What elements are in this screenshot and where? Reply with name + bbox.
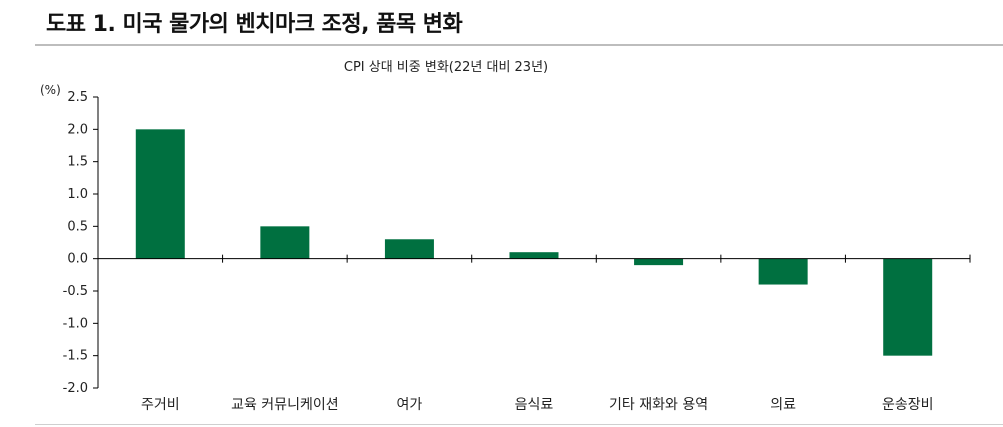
y-tick-label: -1.0: [63, 316, 88, 331]
bottom-rule: [35, 424, 1003, 425]
x-category-labels: 주거비 교육 커뮤니케이션 여가 음식료 기타 재화와 용역 의료 운송장비: [141, 397, 934, 413]
bar: [634, 258, 684, 266]
y-tick-label: -2.0: [63, 381, 88, 396]
chart-title: CPI 상대 비중 변화(22년 대비 23년): [344, 60, 548, 75]
bar: [883, 258, 933, 356]
y-tick-label: 1.0: [67, 187, 88, 202]
x-category-label: 여가: [397, 397, 423, 413]
document-title: 도표 1. 미국 물가의 벤치마크 조정, 품목 변화: [46, 12, 463, 37]
top-rule: [35, 44, 1003, 46]
y-tick-label: 1.5: [67, 155, 88, 170]
y-tick-label: -0.5: [63, 284, 88, 299]
y-tick-label: 2.0: [67, 122, 88, 137]
bar: [509, 252, 559, 259]
bar: [384, 239, 434, 259]
x-category-label: 음식료: [515, 397, 554, 413]
x-category-label: 교육 커뮤니케이션: [231, 397, 339, 413]
y-tick-label: 2.5: [67, 90, 88, 105]
y-axis-unit-label: (%): [40, 83, 61, 97]
axes-group: [93, 96, 971, 389]
y-tick-label: 0.5: [67, 219, 88, 234]
bar: [135, 129, 185, 259]
x-category-label: 운송장비: [882, 397, 934, 413]
bar: [758, 258, 808, 285]
y-tick-label: -1.5: [63, 349, 88, 364]
y-tick-labels: 2.5 2.0 1.5 1.0 0.5 0.0 -0.5 -1.0 -1.5 -2.0: [63, 90, 88, 396]
x-category-label: 기타 재화와 용역: [609, 397, 708, 413]
y-tick-label: 0.0: [67, 252, 88, 267]
x-category-label: 주거비: [141, 397, 180, 413]
bar: [260, 226, 310, 259]
bars-group: [135, 129, 933, 356]
x-category-label: 의료: [770, 397, 796, 413]
